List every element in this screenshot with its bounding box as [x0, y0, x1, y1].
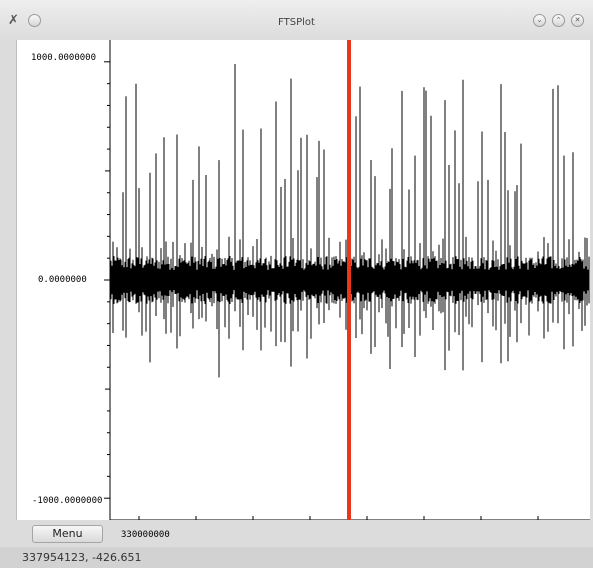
titlebar[interactable]: ✗ FTSPlot ⌄ ⌃ ✕ [0, 0, 593, 40]
chevron-down-icon[interactable]: ⌄ [533, 14, 546, 27]
menu-button[interactable]: Menu [32, 525, 103, 543]
x-tick-label: 330000000 [121, 530, 170, 540]
signal-plot[interactable] [17, 40, 590, 520]
signal-trace [110, 64, 590, 378]
cursor-readout: 337954123, -426.651 [22, 551, 142, 564]
tools-icon[interactable]: ✗ [8, 13, 19, 28]
window-title: FTSPlot [278, 17, 315, 28]
plot-area[interactable]: 1000.0000000 0.0000000 -1000.0000000 330… [16, 40, 590, 540]
y-tick-label-bottom: -1000.0000000 [32, 496, 103, 506]
window-menu-icon[interactable] [28, 14, 41, 27]
y-tick-label-top: 1000.0000000 [31, 53, 97, 63]
close-icon[interactable]: ✕ [571, 14, 584, 27]
chevron-up-icon[interactable]: ⌃ [552, 14, 565, 27]
status-bar: 337954123, -426.651 [0, 547, 593, 568]
y-tick-label-zero: 0.0000000 [38, 275, 87, 285]
